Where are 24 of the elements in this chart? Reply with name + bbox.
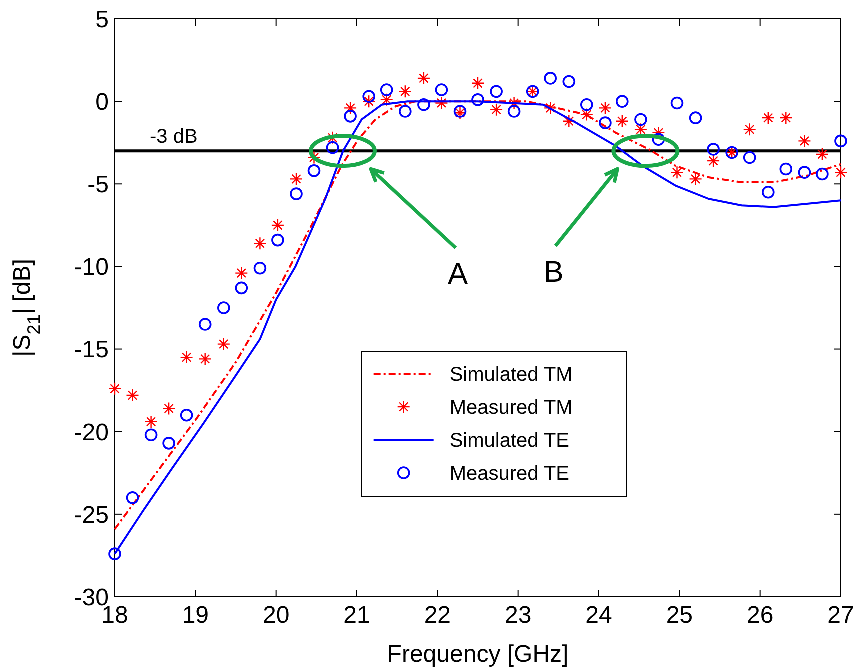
x-tick-label: 22 [424,602,452,629]
legend-label: Simulated TE [450,430,570,452]
ref-line-label: -3 dB [150,126,198,148]
x-tick-label: 27 [828,602,854,629]
y-tick-label: -5 [88,172,109,199]
x-tick-label: 26 [746,602,774,629]
y-tick-label: 5 [96,6,109,34]
annotation: A [448,258,468,292]
x-tick-label: 24 [586,602,612,629]
legend-label: Measured TM [450,397,573,419]
y-tick-label: -20 [74,419,109,446]
y-tick-label: -15 [74,336,109,364]
x-tick-label: 21 [344,602,370,629]
annotation: B [544,256,564,290]
legend-label: Simulated TM [450,364,573,386]
x-tick-label: 23 [504,602,532,629]
y-tick-label: 0 [96,88,109,116]
y-tick-label: -25 [74,502,109,529]
legend-label: Measured TE [450,463,570,485]
x-axis-title: Frequency [GHz] [387,641,569,668]
x-tick-label: 20 [262,602,290,629]
y-tick-label: -10 [74,254,109,282]
x-tick-label: 25 [666,602,694,629]
x-tick-label: 19 [182,602,210,629]
